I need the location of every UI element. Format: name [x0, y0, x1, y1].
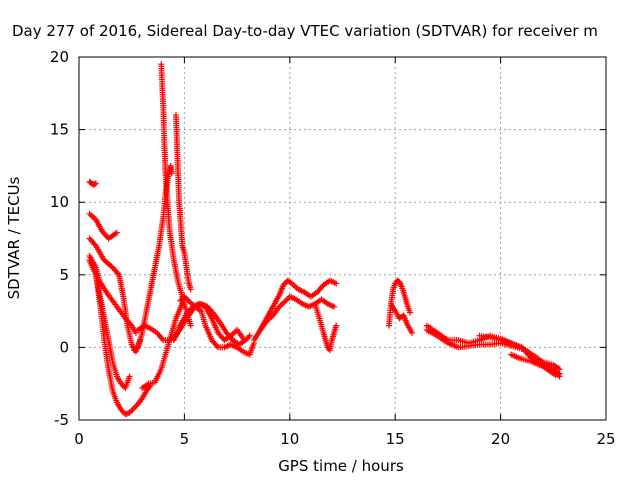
- y-tick-label: -5: [54, 411, 69, 429]
- y-axis-label: SDTVAR / TECUs: [5, 176, 23, 299]
- x-tick-label: 0: [74, 430, 84, 448]
- series-track-v: [508, 351, 562, 378]
- track-a-point: [91, 181, 98, 188]
- x-tick-label: 10: [280, 430, 299, 448]
- track-k-point: [245, 334, 252, 341]
- track-p-point: [333, 322, 340, 329]
- series-track-p: [312, 300, 339, 354]
- grid-lines: [79, 57, 606, 420]
- series-track-a: [86, 178, 98, 188]
- series-track-d: [86, 252, 138, 335]
- series-track-o: [257, 277, 338, 333]
- x-axis-label: GPS time / hours: [278, 457, 404, 475]
- track-r-point: [409, 329, 416, 336]
- series-track-f: [92, 271, 153, 418]
- track-f-point: [132, 403, 139, 410]
- track-v-point: [556, 370, 563, 377]
- track-h-point: [168, 170, 175, 177]
- track-l-point: [184, 296, 191, 303]
- x-tick-label: 15: [386, 430, 405, 448]
- x-tick-label: 5: [180, 430, 190, 448]
- track-f-point: [126, 409, 133, 416]
- chart-title: Day 277 of 2016, Sidereal Day-to-day VTE…: [12, 22, 598, 40]
- track-f-point: [130, 405, 137, 412]
- y-tick-label: 10: [50, 193, 69, 211]
- y-tick-label: 5: [59, 266, 69, 284]
- track-b-point: [113, 229, 120, 236]
- track-k-point: [246, 332, 253, 339]
- plot-frame: [78, 56, 607, 421]
- y-tick-label: 0: [59, 338, 69, 356]
- y-tick-label: 20: [50, 48, 69, 66]
- track-a-point: [92, 180, 99, 187]
- data-markers: [86, 61, 563, 418]
- track-e-point: [126, 373, 133, 380]
- y-tick-label: 15: [50, 121, 69, 139]
- series-track-i: [158, 61, 194, 327]
- series-track-b: [86, 210, 119, 242]
- series-track-m: [170, 300, 246, 344]
- series-track-l: [177, 293, 257, 358]
- track-i-point: [187, 322, 194, 329]
- series-track-r: [385, 300, 415, 335]
- series-track-h: [130, 162, 175, 354]
- x-tick-label: 25: [596, 430, 615, 448]
- track-o-point: [333, 280, 340, 287]
- track-j-point: [187, 286, 194, 293]
- track-q-point: [406, 309, 413, 316]
- axis-ticks: 0 5 10 15 20 25 -5 0 5 10 15 20: [50, 48, 616, 448]
- track-n-point: [331, 303, 338, 310]
- x-tick-label: 20: [491, 430, 510, 448]
- series-track-j: [172, 112, 194, 291]
- series-track-c: [86, 235, 143, 355]
- track-m-point: [240, 335, 247, 342]
- track-f-point: [129, 406, 136, 413]
